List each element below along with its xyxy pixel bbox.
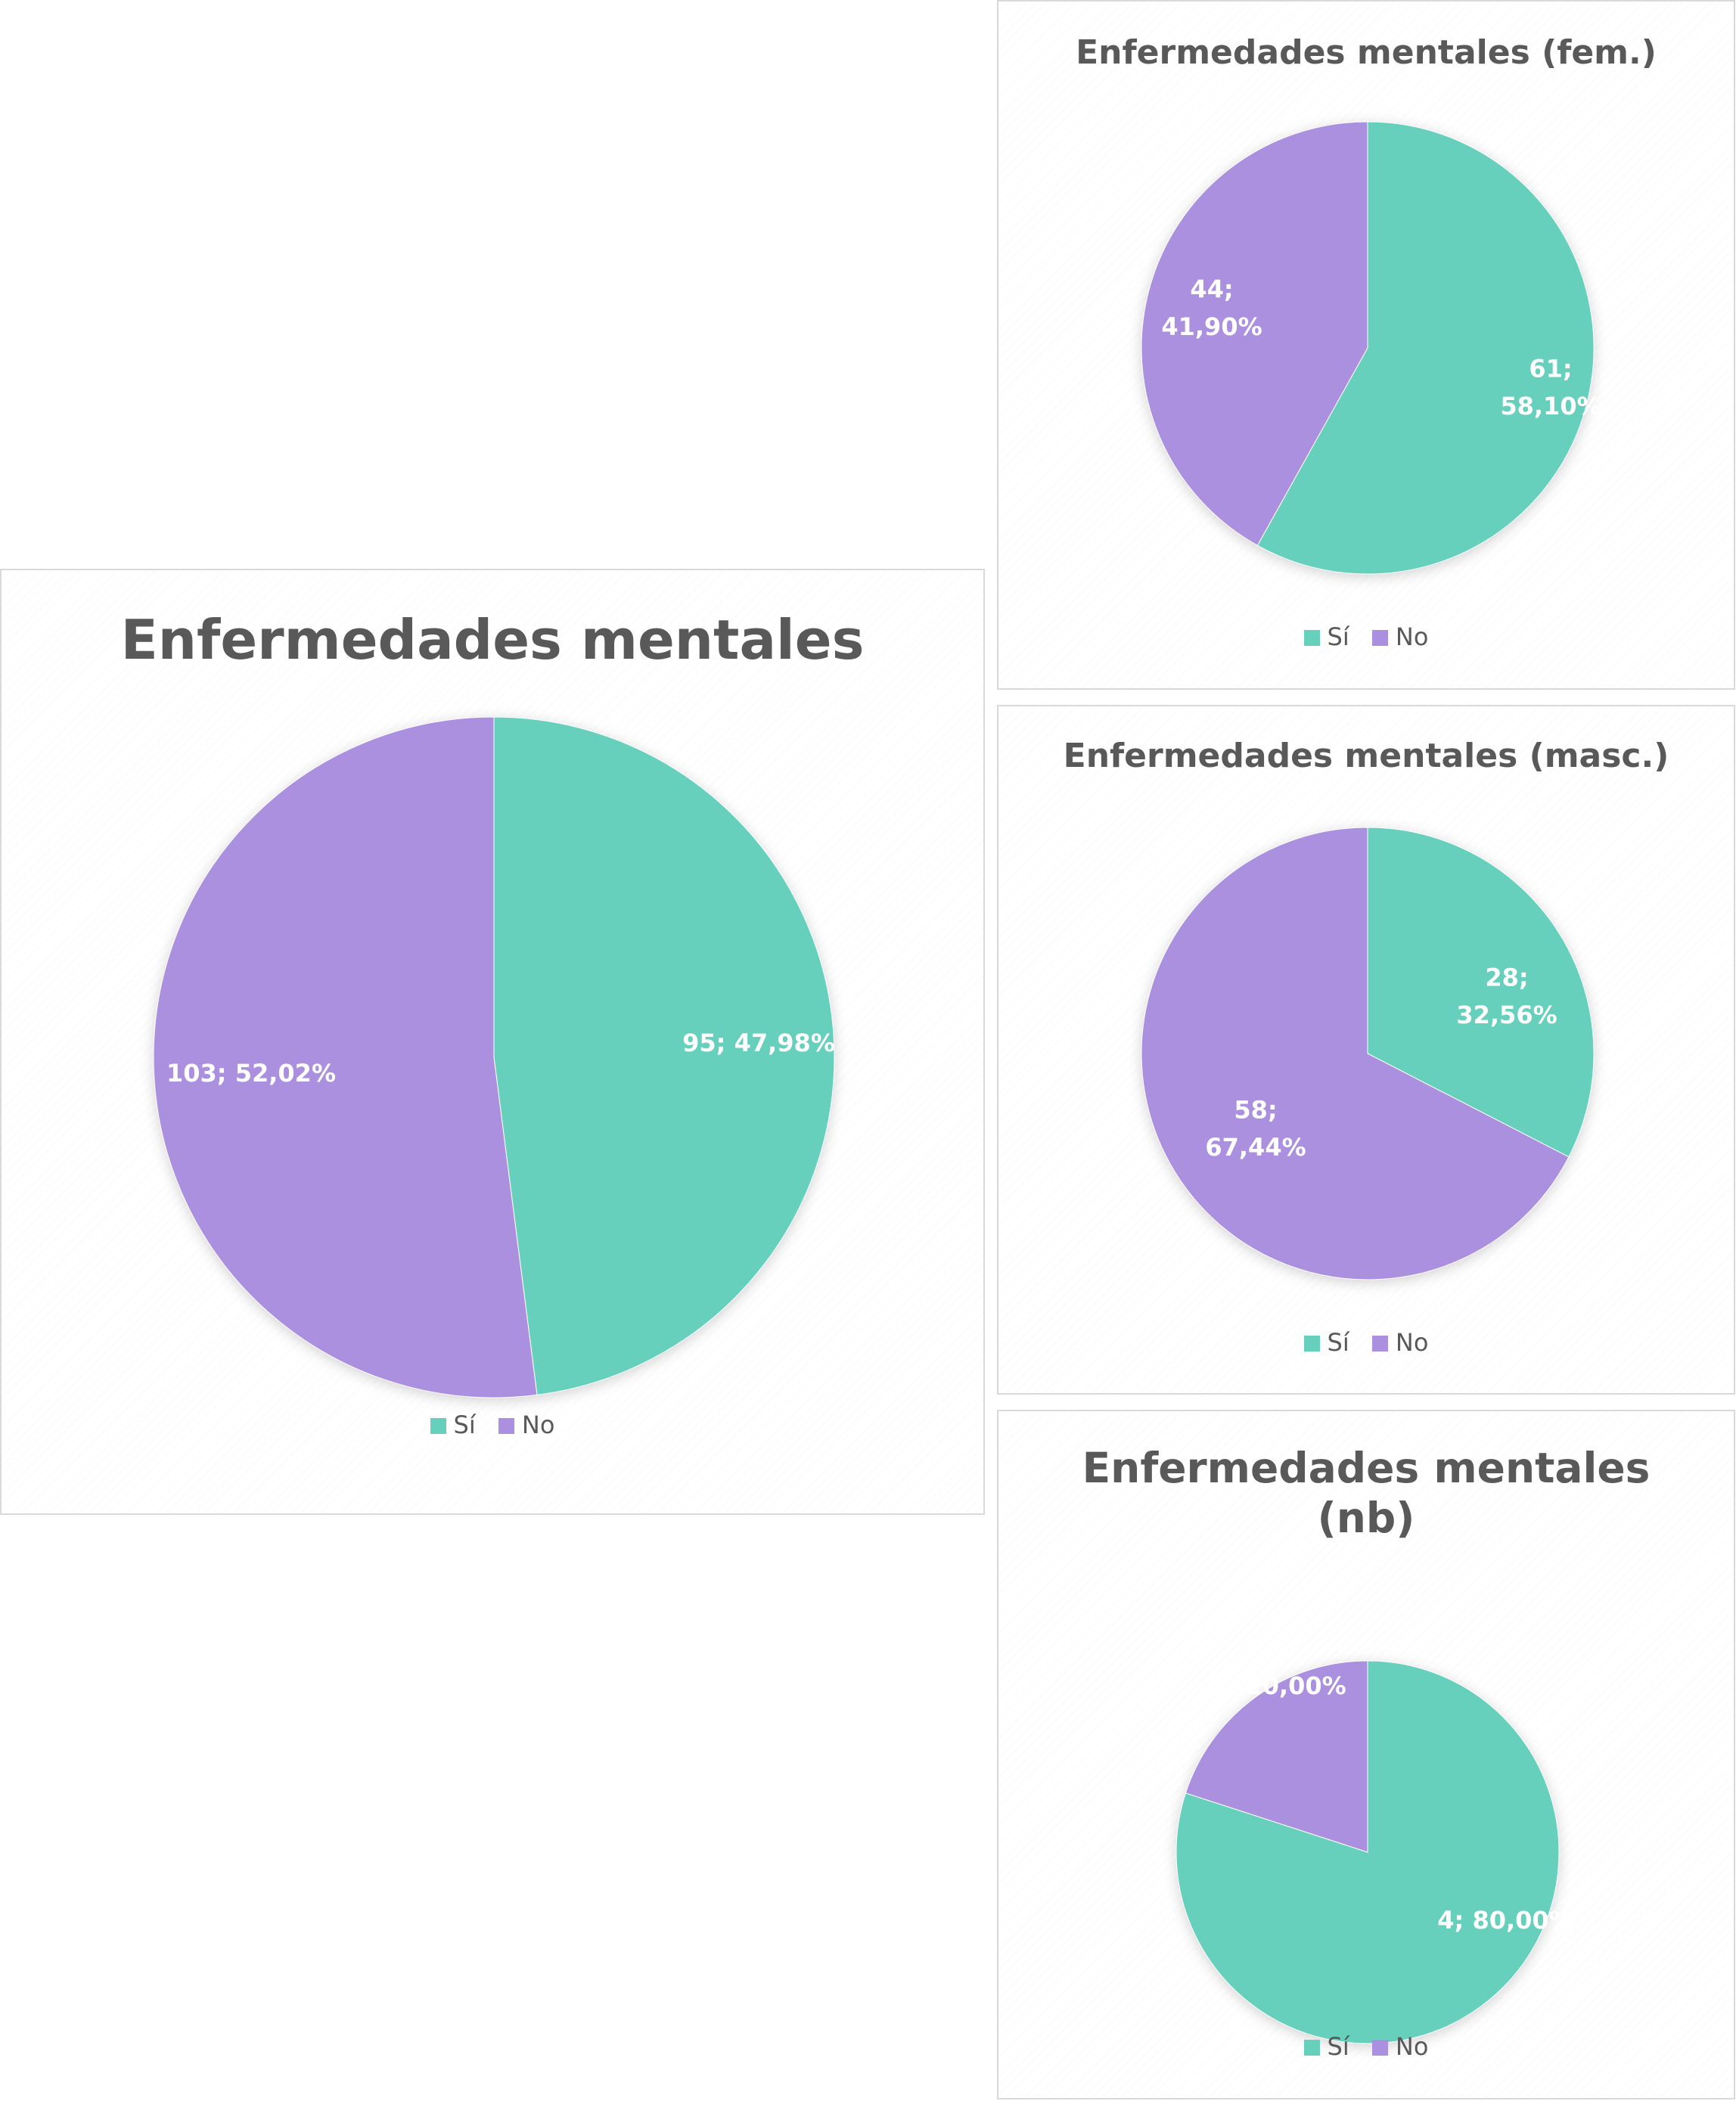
chart-nb: Enfermedades mentales (nb) 4; 80,00% 1; 2… [997,1410,1735,2099]
slice-si [1367,827,1595,1158]
legend: Sí No [998,2031,1734,2062]
slice-si [493,716,835,1395]
legend-swatch-no [1371,2040,1388,2056]
legend-label-no: No [1395,622,1429,651]
legend-label-si: Sí [1327,622,1349,651]
legend-swatch-no [1371,1336,1388,1352]
slice-no [1185,1660,1368,1853]
legend-item-si: Sí [1303,1327,1349,1358]
slice-si [1256,121,1595,575]
pie-chart: 28; 32,56% 58; 67,44% [1141,827,1595,1283]
legend-item-si: Sí [1303,622,1349,652]
chart-title: Enfermedades mentales (fem.) [1076,33,1657,72]
pie-chart: 61; 58,10% 44; 41,90% [1141,121,1601,577]
slice-no [153,716,538,1398]
legend-swatch-no [498,1418,514,1434]
chart-title: Enfermedades mentales (nb) [1082,1444,1651,1542]
chart-title: Enfermedades mentales [120,608,865,672]
data-label-si: 61; 58,10% [1500,354,1601,421]
chart-title: Enfermedades mentales (masc.) [1063,737,1669,775]
legend-item-no: No [498,1410,555,1440]
data-label-si: 28; 32,56% [1456,963,1557,1029]
legend-item-no: No [1371,1327,1429,1358]
chart-masc: Enfermedades mentales (masc.) 28; 32,56% 5… [997,705,1735,1395]
legend-swatch-si [1303,1336,1320,1352]
legend-label-no: No [1395,2032,1429,2061]
legend-swatch-si [1303,630,1320,646]
chart-fem: Enfermedades mentales (fem.) 61; 58,10% 44… [997,0,1735,690]
slice-no [1141,827,1570,1280]
legend-swatch-si [1303,2040,1320,2056]
data-label-no: 103; 52,02% [166,1059,336,1088]
legend-label-si: Sí [1327,2032,1349,2061]
legend: Sí No [2,1410,983,1440]
data-label-no: 44; 41,90% [1161,275,1262,341]
legend: Sí No [998,622,1734,652]
legend-label-no: No [1395,1328,1429,1357]
legend-item-no: No [1371,2031,1429,2062]
pie-chart: 95; 47,98% 103; 52,02% [153,716,835,1401]
data-label-si: 4; 80,00% [1437,1906,1573,1935]
legend-item-si: Sí [430,1410,476,1440]
legend-label-no: No [521,1410,555,1439]
legend-label-si: Sí [453,1410,476,1439]
legend-label-si: Sí [1327,1328,1349,1357]
slice-no [1141,121,1368,546]
legend-item-no: No [1371,622,1429,652]
legend-swatch-si [430,1418,446,1434]
legend-swatch-no [1371,630,1388,646]
pie-chart: 4; 80,00% 1; 20,00% [1175,1660,1573,2047]
chart-total: Enfermedades mentales 95; 47,98% 103; 52,… [0,569,985,1515]
data-label-no: 1; 20,00% [1210,1671,1346,1700]
legend: Sí No [998,1327,1734,1358]
legend-item-si: Sí [1303,2031,1349,2062]
data-label-si: 95; 47,98% [682,1029,835,1057]
data-label-no: 58; 67,44% [1205,1095,1306,1162]
